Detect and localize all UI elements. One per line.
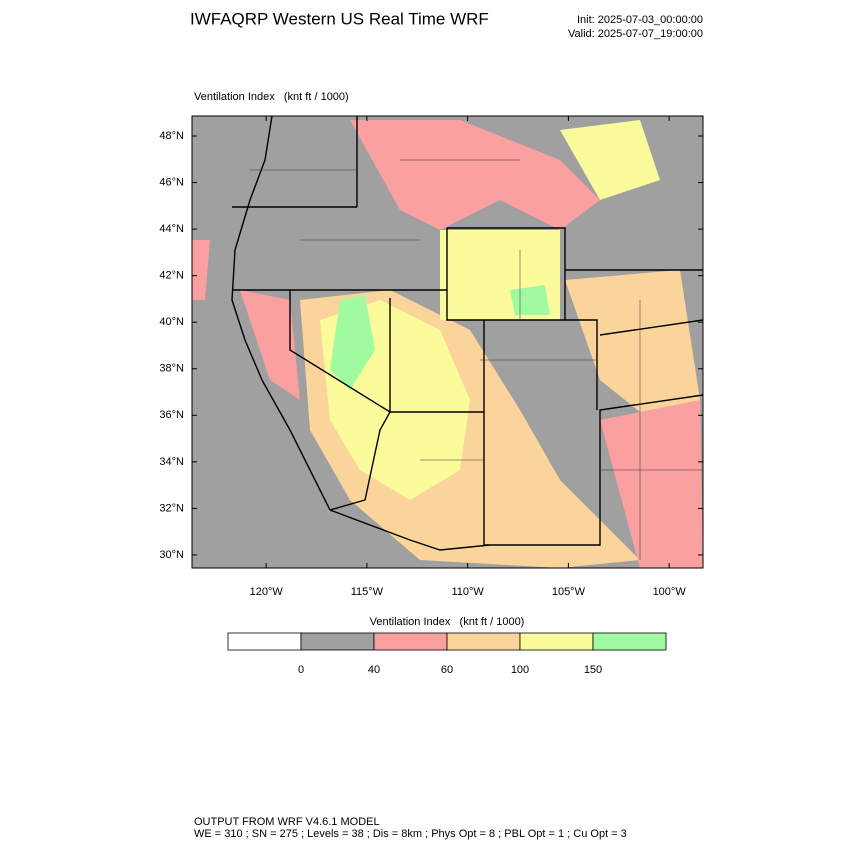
lat-label: 44°N: [159, 223, 184, 235]
colorbar-box: [300, 632, 375, 651]
colorbar-label: 100: [511, 664, 529, 676]
lat-label: 46°N: [159, 176, 184, 188]
state-border: [232, 116, 703, 551]
lon-label: 120°W: [250, 586, 284, 598]
lat-label: 30°N: [159, 549, 184, 561]
lat-label: 40°N: [159, 316, 184, 328]
lat-label: 36°N: [159, 409, 184, 421]
lon-label: 110°W: [451, 586, 484, 598]
lon-label: 115°W: [351, 586, 384, 598]
lon-label: 105°W: [552, 586, 586, 598]
colorbar-box: [519, 632, 594, 651]
colorbar-box: [373, 632, 448, 651]
lat-label: 32°N: [159, 502, 184, 514]
lat-label: 48°N: [159, 130, 184, 142]
colorbar-label: 0: [298, 664, 304, 676]
title: IWFAQRP Western US Real Time WRF: [190, 9, 489, 28]
colorbar-box: [227, 632, 302, 651]
lat-label: 38°N: [159, 363, 184, 375]
footer-line: OUTPUT FROM WRF V4.6.1 MODEL: [194, 816, 380, 828]
field-shading: [192, 120, 703, 568]
state-borders: [231, 116, 703, 560]
lat-label: 42°N: [159, 270, 184, 282]
colorbar-label: 60: [441, 664, 453, 676]
init-time: Init: 2025-07-03_00:00:00: [577, 14, 703, 26]
colorbar-box: [592, 632, 667, 651]
lat-label: 34°N: [159, 456, 184, 468]
colorbar-label: 40: [368, 664, 380, 676]
map-frame: [191, 115, 704, 569]
colorbar-box: [446, 632, 521, 651]
valid-time: Valid: 2025-07-07_19:00:00: [568, 28, 703, 40]
lon-label: 100°W: [653, 586, 687, 598]
footer-line: WE = 310 ; SN = 275 ; Levels = 38 ; Dis …: [194, 828, 627, 840]
map: [191, 115, 704, 569]
colorbar-label: 150: [584, 664, 602, 676]
coastline: [231, 116, 331, 511]
map-subtitle: Ventilation Index (knt ft / 1000): [194, 91, 349, 103]
colorbar-title: Ventilation Index (knt ft / 1000): [370, 616, 525, 628]
county-border: [250, 159, 703, 560]
